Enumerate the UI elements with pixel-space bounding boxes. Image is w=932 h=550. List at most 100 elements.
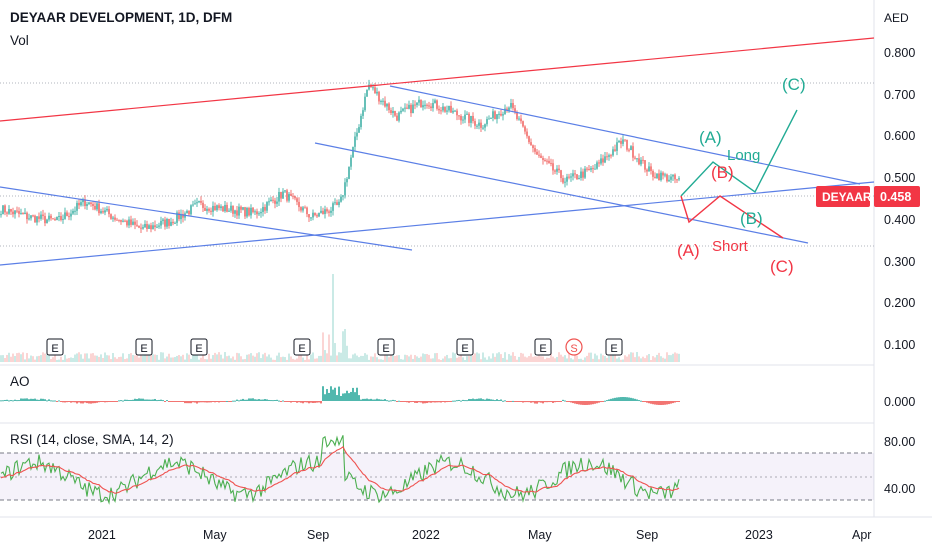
candle-body <box>242 207 244 210</box>
candle-body <box>286 190 288 201</box>
volume-bar <box>188 354 190 362</box>
candle-body <box>360 115 362 128</box>
ao-bar <box>544 401 546 403</box>
ao-bar <box>304 401 306 403</box>
old-downtrend-line[interactable] <box>0 186 413 251</box>
earnings-marker[interactable]: E <box>135 338 153 356</box>
candle-body <box>240 206 242 210</box>
earnings-marker[interactable]: E <box>293 338 311 356</box>
earnings-marker[interactable]: E <box>190 338 208 356</box>
volume-bar <box>26 353 28 362</box>
volume-bar <box>606 357 608 362</box>
ao-bar <box>270 400 272 402</box>
volume-bar <box>648 354 650 362</box>
volume-bar <box>132 355 134 362</box>
volume-bar <box>214 352 216 362</box>
candle-body <box>626 139 628 150</box>
time-tick: May <box>203 528 227 542</box>
candle-body <box>332 203 334 211</box>
ao-bar <box>476 398 478 401</box>
earnings-marker[interactable]: E <box>46 338 64 356</box>
candle-body <box>528 136 530 143</box>
candle-body <box>306 207 308 215</box>
candle-body <box>148 225 150 229</box>
symbol-badge-text: DEYAAR <box>822 190 872 204</box>
ao-bar <box>630 397 632 401</box>
ao-bar <box>356 387 358 401</box>
volume-bar <box>98 356 100 362</box>
descending-channel-top[interactable] <box>389 85 861 185</box>
volume-bar <box>106 355 108 362</box>
candle-body <box>542 157 544 160</box>
candle-body <box>408 104 410 109</box>
ao-bar <box>128 399 130 401</box>
ao-bar <box>210 401 212 403</box>
ao-bar <box>678 401 680 402</box>
volume-bar <box>486 359 488 362</box>
candle-body <box>378 91 380 102</box>
volume-bar <box>138 357 140 362</box>
volume-bar <box>382 359 384 362</box>
ao-bar <box>106 401 108 403</box>
price-tick: 0.500 <box>884 171 915 185</box>
volume-bar <box>224 352 226 362</box>
volume-bar <box>598 359 600 362</box>
candle-body <box>310 217 312 219</box>
volume-bar <box>504 352 506 362</box>
volume-bar <box>538 354 540 362</box>
last-price-badge[interactable]: DEYAAR 0.458 <box>816 186 920 207</box>
ao-bar <box>68 401 70 402</box>
volume-bar <box>412 358 414 362</box>
candle-body <box>444 106 446 112</box>
candle-body <box>146 224 148 229</box>
volume-bar <box>614 353 616 362</box>
volume-bar <box>72 357 74 362</box>
earnings-marker[interactable]: E <box>377 338 395 356</box>
ao-bar <box>130 399 132 401</box>
ao-bar <box>10 400 12 402</box>
volume-bar <box>512 352 514 362</box>
volume-bar <box>386 355 388 362</box>
candle-body <box>52 218 54 220</box>
earnings-marker[interactable]: E <box>534 338 552 356</box>
ao-bar <box>174 401 176 402</box>
descending-channel-bottom[interactable] <box>314 142 809 244</box>
ao-bar <box>504 400 506 402</box>
long-wave-path[interactable] <box>680 109 798 197</box>
time-tick: Apr <box>852 528 871 542</box>
ao-bar <box>670 401 672 404</box>
ao-bar <box>344 393 346 401</box>
lower-blue-trendline[interactable] <box>0 181 875 266</box>
candle-body <box>212 205 214 212</box>
ao-bar <box>88 401 90 404</box>
candle-body <box>496 114 498 120</box>
upper-red-trendline[interactable] <box>0 37 875 122</box>
volume-bar <box>590 352 592 362</box>
ao-bar <box>628 397 630 401</box>
short-wave-path[interactable] <box>680 195 784 239</box>
short-wave-a-label: (A) <box>677 241 700 260</box>
earnings-marker[interactable]: E <box>605 338 623 356</box>
volume-bar <box>474 353 476 362</box>
candle-body <box>308 214 310 218</box>
volume-bar <box>528 356 530 362</box>
earnings-marker[interactable]: E <box>456 338 474 356</box>
volume-bar <box>448 358 450 362</box>
ao-bar <box>540 401 542 403</box>
split-marker[interactable]: S <box>565 338 583 356</box>
candle-body <box>428 105 430 107</box>
candle-body <box>68 216 70 218</box>
candle-body <box>616 142 618 151</box>
ao-bar <box>600 401 602 403</box>
candle-body <box>488 118 490 120</box>
ao-bar <box>412 401 414 402</box>
ao-bar <box>286 401 288 402</box>
volume-bar <box>530 353 532 362</box>
candle-body <box>194 203 196 205</box>
ao-bar <box>518 401 520 402</box>
volume-bar <box>166 356 168 362</box>
candle-body <box>624 139 626 141</box>
candle-body <box>656 173 658 178</box>
